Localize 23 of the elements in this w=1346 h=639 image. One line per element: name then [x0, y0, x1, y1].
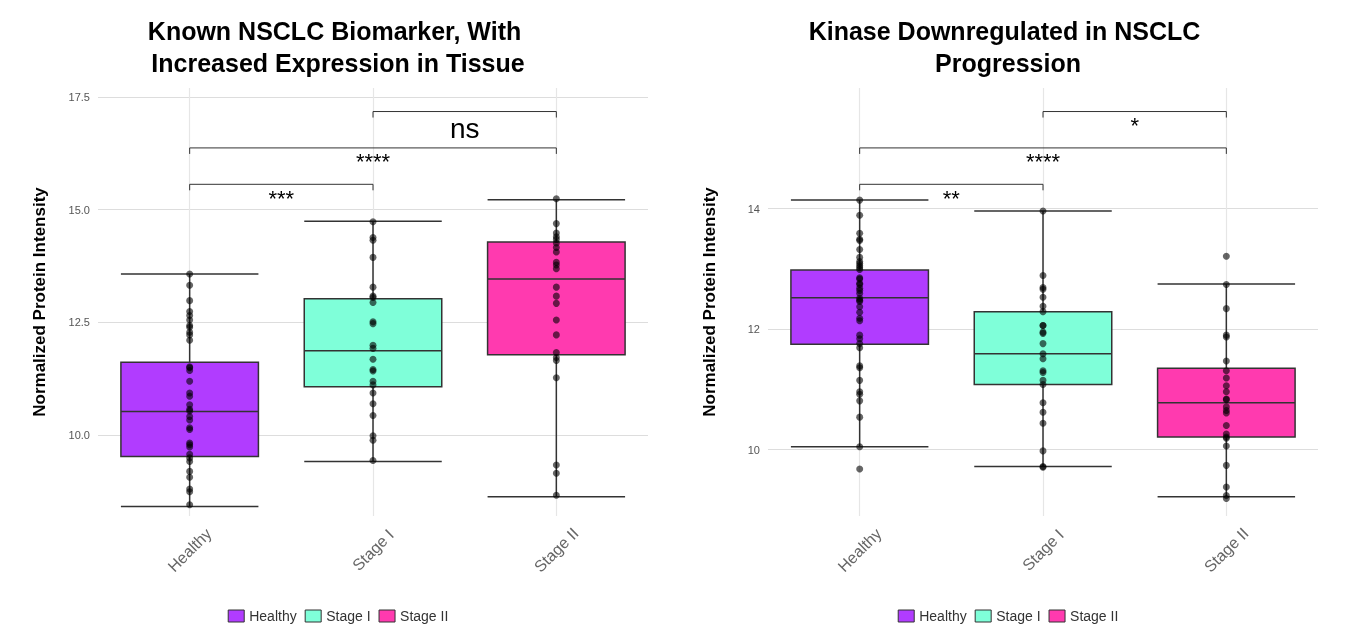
- annotation: ****: [355, 149, 391, 175]
- annotation: ***: [268, 185, 295, 211]
- legend-label: Healthy: [249, 608, 297, 624]
- y-tick-label: 12.5: [68, 316, 90, 329]
- y-axis-title: Normalized Protein Intensity: [700, 186, 719, 417]
- annotation: **: [942, 185, 961, 211]
- annotation: *: [1130, 113, 1140, 139]
- annotation: ns: [449, 113, 480, 145]
- y-tick-label: 17.5: [68, 91, 90, 104]
- legend-label: Stage I: [326, 608, 371, 624]
- y-tick-label: 14: [747, 202, 760, 215]
- y-tick-label: 10.0: [68, 428, 90, 441]
- legend-label: Stage II: [1070, 608, 1119, 624]
- y-tick-label: 15.0: [68, 203, 90, 216]
- y-axis-title: Normalized Protein Intensity: [30, 186, 49, 417]
- legend-label: Stage II: [400, 608, 449, 624]
- legend-label: Healthy: [919, 608, 967, 624]
- chart-title: Known NSCLC Biomarker, With Increased Expression in Tissue: [147, 17, 529, 77]
- y-tick-label: 10: [747, 443, 760, 456]
- y-tick-label: 12: [747, 323, 760, 336]
- annotation: ****: [1025, 149, 1061, 175]
- chart-title: Kinase Downregulated in NSCLC Progression: [808, 17, 1208, 77]
- legend-label: Stage I: [996, 608, 1041, 624]
